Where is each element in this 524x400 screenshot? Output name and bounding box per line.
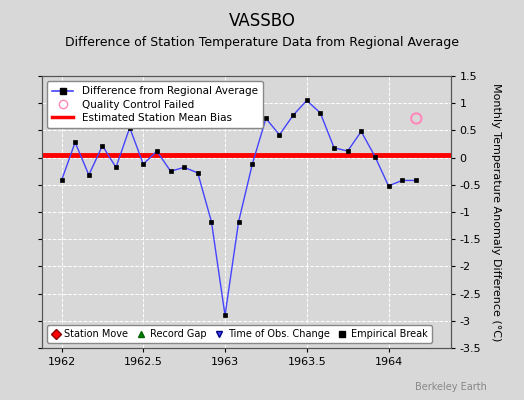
Point [412,115,420,122]
Text: Difference of Station Temperature Data from Regional Average: Difference of Station Temperature Data f… [65,36,459,49]
Text: VASSBO: VASSBO [228,12,296,30]
Legend: Station Move, Record Gap, Time of Obs. Change, Empirical Break: Station Move, Record Gap, Time of Obs. C… [47,325,432,343]
Y-axis label: Monthly Temperature Anomaly Difference (°C): Monthly Temperature Anomaly Difference (… [491,83,501,341]
Text: Berkeley Earth: Berkeley Earth [416,382,487,392]
